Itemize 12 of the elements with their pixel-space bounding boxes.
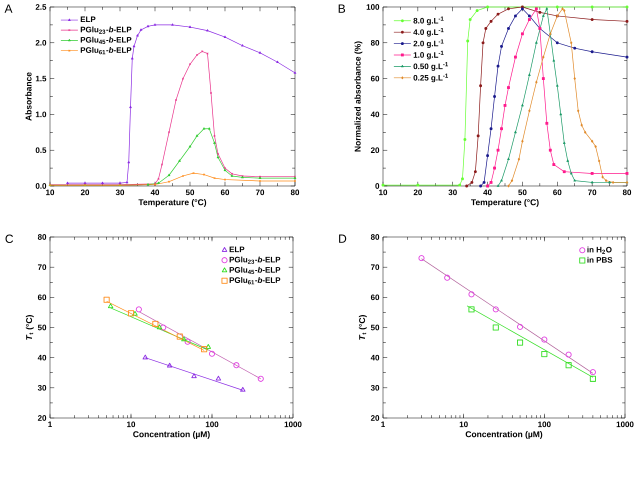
chart-title: D — [339, 234, 346, 243]
y-axis-title: T$_{t}$ (°C) — [358, 315, 367, 340]
x-axis-title: Concentration (µM) — [133, 431, 210, 439]
chart-title: A — [4, 4, 12, 13]
chart-title: C — [6, 234, 14, 243]
x-axis-title: Temperature (°C) — [471, 199, 539, 207]
x-axis-title: Concentration (µM) — [466, 431, 542, 439]
y-axis-title: Absorbance — [25, 72, 32, 121]
x-axis-title: Temperature (°C) — [138, 199, 206, 207]
y-axis-title: Normalized absorbance (%) — [354, 41, 362, 152]
chart-title: B — [338, 4, 346, 13]
y-axis-title: T$_{t}$ (°C) — [26, 315, 34, 340]
